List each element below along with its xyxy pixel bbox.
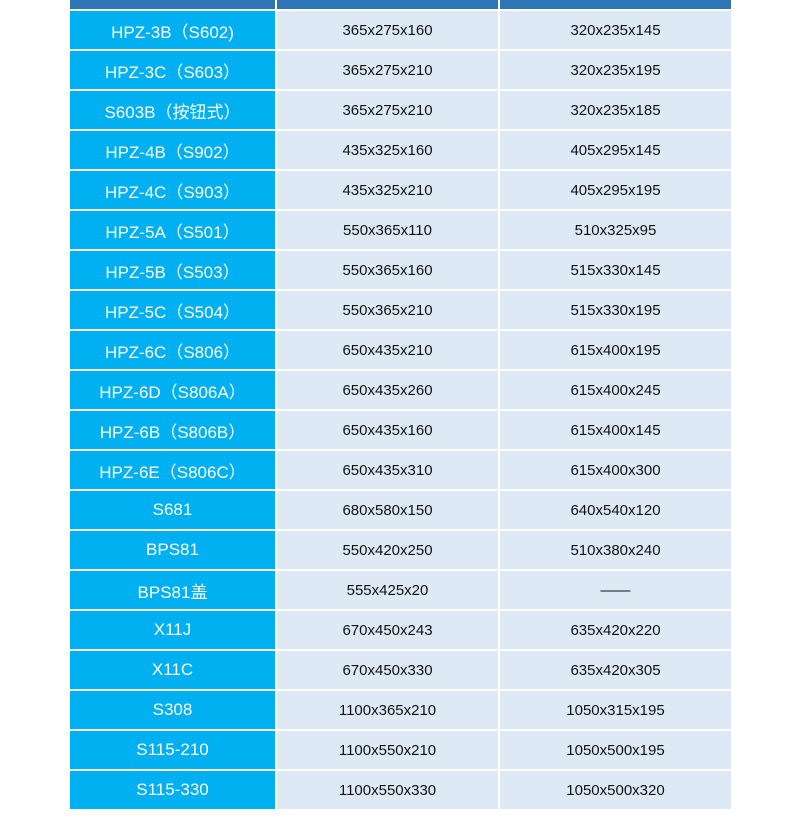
inner-size-cell: 1050x500x195	[498, 729, 731, 770]
table-row: HPZ-3B（S602) 365x275x160 320x235x145	[70, 9, 731, 50]
outer-size-cell: 550x365x110	[275, 209, 499, 250]
table-row: HPZ-4C（S903） 435x325x210 405x295x195	[70, 169, 731, 210]
inner-size-cell: 635x420x305	[498, 649, 731, 690]
model-cell: HPZ-6C（S806）	[70, 329, 276, 370]
model-cell: HPZ-3C（S603）	[70, 49, 276, 90]
inner-size-cell: 615x400x145	[498, 409, 731, 450]
table-row: BPS81盖 555x425x20 ——	[70, 569, 731, 610]
outer-size-cell: 435x325x210	[275, 169, 499, 210]
inner-size-cell: ——	[498, 569, 731, 610]
model-cell: BPS81盖	[70, 569, 276, 610]
outer-size-cell: 1100x550x330	[275, 769, 499, 809]
model-cell: HPZ-5C（S504）	[70, 289, 276, 330]
model-cell: HPZ-4C（S903）	[70, 169, 276, 210]
outer-size-cell: 670x450x243	[275, 609, 499, 650]
table-row: HPZ-5A（S501） 550x365x110 510x325x95	[70, 209, 731, 250]
inner-size-cell: 615x400x300	[498, 449, 731, 490]
outer-size-cell: 550x365x160	[275, 249, 499, 290]
inner-size-cell: 635x420x220	[498, 609, 731, 650]
inner-size-cell: 510x380x240	[498, 529, 731, 570]
outer-size-cell: 1100x365x210	[275, 689, 499, 730]
outer-size-cell: 650x435x260	[275, 369, 499, 410]
table-row: S115-210 1100x550x210 1050x500x195	[70, 729, 731, 770]
table-row: S308 1100x365x210 1050x315x195	[70, 689, 731, 730]
model-cell: S308	[70, 689, 276, 730]
outer-size-cell: 365x275x210	[275, 49, 499, 90]
model-cell: BPS81	[70, 529, 276, 570]
model-cell: X11J	[70, 609, 276, 650]
outer-size-cell: 550x365x210	[275, 289, 499, 330]
outer-size-cell: 650x435x310	[275, 449, 499, 490]
inner-size-cell: 510x325x95	[498, 209, 731, 250]
inner-size-cell: 640x540x120	[498, 489, 731, 530]
model-cell: S603B（按钮式）	[70, 89, 276, 130]
model-cell: S115-210	[70, 729, 276, 770]
outer-size-cell: 680x580x150	[275, 489, 499, 530]
model-cell: S681	[70, 489, 276, 530]
table-row: HPZ-6D（S806A） 650x435x260 615x400x245	[70, 369, 731, 410]
model-cell: HPZ-6B（S806B）	[70, 409, 276, 450]
inner-size-cell: 320x235x145	[498, 9, 731, 50]
outer-size-cell: 435x325x160	[275, 129, 499, 170]
model-cell: S115-330	[70, 769, 276, 809]
table-row: S115-330 1100x550x330 1050x500x320	[70, 769, 731, 809]
inner-size-cell: 615x400x245	[498, 369, 731, 410]
inner-size-cell: 320x235x195	[498, 49, 731, 90]
header-row	[70, 0, 731, 10]
model-cell: HPZ-5A（S501）	[70, 209, 276, 250]
model-cell: HPZ-3B（S602)	[70, 9, 276, 50]
outer-size-cell: 650x435x210	[275, 329, 499, 370]
table-row: HPZ-5B（S503） 550x365x160 515x330x145	[70, 249, 731, 290]
model-cell: HPZ-6E（S806C）	[70, 449, 276, 490]
table-row: S681 680x580x150 640x540x120	[70, 489, 731, 530]
model-cell: HPZ-4B（S902）	[70, 129, 276, 170]
model-cell: X11C	[70, 649, 276, 690]
table-row: HPZ-6C（S806） 650x435x210 615x400x195	[70, 329, 731, 370]
table-row: X11J 670x450x243 635x420x220	[70, 609, 731, 650]
outer-size-cell: 365x275x210	[275, 89, 499, 130]
inner-size-cell: 1050x315x195	[498, 689, 731, 730]
inner-size-cell: 615x400x195	[498, 329, 731, 370]
inner-size-cell: 1050x500x320	[498, 769, 731, 809]
table-row: HPZ-6E（S806C） 650x435x310 615x400x300	[70, 449, 731, 490]
model-cell: HPZ-6D（S806A）	[70, 369, 276, 410]
table-row: HPZ-5C（S504） 550x365x210 515x330x195	[70, 289, 731, 330]
outer-size-cell: 650x435x160	[275, 409, 499, 450]
outer-size-cell: 1100x550x210	[275, 729, 499, 770]
table-row: X11C 670x450x330 635x420x305	[70, 649, 731, 690]
spec-table: HPZ-3B（S602) 365x275x160 320x235x145 HPZ-3C…	[70, 0, 731, 809]
table-row: HPZ-6B（S806B） 650x435x160 615x400x145	[70, 409, 731, 450]
table-row: HPZ-4B（S902） 435x325x160 405x295x145	[70, 129, 731, 170]
inner-size-cell: 405x295x145	[498, 129, 731, 170]
outer-size-cell: 365x275x160	[275, 9, 499, 50]
outer-size-cell: 550x420x250	[275, 529, 499, 570]
table-row: HPZ-3C（S603） 365x275x210 320x235x195	[70, 49, 731, 90]
model-cell: HPZ-5B（S503）	[70, 249, 276, 290]
inner-size-cell: 515x330x145	[498, 249, 731, 290]
outer-size-cell: 555x425x20	[275, 569, 499, 610]
table-row: S603B（按钮式） 365x275x210 320x235x185	[70, 89, 731, 130]
inner-size-cell: 515x330x195	[498, 289, 731, 330]
inner-size-cell: 405x295x195	[498, 169, 731, 210]
outer-size-cell: 670x450x330	[275, 649, 499, 690]
table-row: BPS81 550x420x250 510x380x240	[70, 529, 731, 570]
inner-size-cell: 320x235x185	[498, 89, 731, 130]
